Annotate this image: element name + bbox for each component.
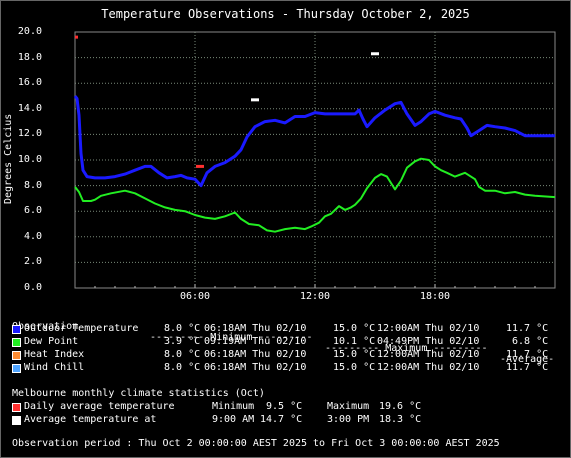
max-value: 15.0 °C bbox=[333, 349, 376, 360]
stats-header: Observation --------- Minimum --------- … bbox=[12, 310, 554, 365]
max-value: 15.0 °C bbox=[333, 323, 376, 334]
y-tick-label: 2.0 bbox=[23, 256, 42, 268]
observation-period: Observation period : Thu Oct 2 00:00:00 … bbox=[12, 438, 500, 449]
legend-label: Wind Chill bbox=[24, 362, 85, 373]
y-tick-label: 4.0 bbox=[23, 230, 42, 242]
climate-marker bbox=[371, 52, 379, 56]
y-tick-label: 20.0 bbox=[17, 26, 42, 37]
min-time: 06:18AM Thu 02/10 bbox=[204, 349, 307, 360]
climate-marker bbox=[75, 35, 78, 39]
y-tick-label: 16.0 bbox=[17, 77, 42, 89]
avg-value: 6.8 °C bbox=[506, 336, 549, 347]
legend-label: Outdoor Temperature bbox=[24, 323, 139, 334]
max-time: 04:49PM Thu 02/10 bbox=[377, 336, 480, 347]
stats-header-maximum: --------- Maximum --------- bbox=[325, 343, 488, 354]
max-time: 12:00AM Thu 02/10 bbox=[377, 362, 480, 373]
min-value: 8.0 °C bbox=[158, 323, 201, 334]
y-tick-label: 14.0 bbox=[17, 102, 42, 114]
avg-value: 11.7 °C bbox=[506, 323, 549, 334]
max-value: 10.1 °C bbox=[333, 336, 376, 347]
x-tick-label: 12:00 bbox=[299, 291, 331, 302]
min-value: 3.9 °C bbox=[158, 336, 201, 347]
climate-marker bbox=[196, 164, 204, 168]
stats-header-observation: Observation bbox=[12, 321, 79, 332]
climate-col-2: 14.7 °C bbox=[260, 414, 303, 425]
max-time: 12:00AM Thu 02/10 bbox=[377, 323, 480, 334]
grid-lines bbox=[75, 32, 555, 288]
climate-col-3: Maximum bbox=[327, 401, 370, 412]
y-tick-label: 10.0 bbox=[17, 154, 42, 165]
chart-title: Temperature Observations - Thursday Octo… bbox=[101, 7, 470, 21]
x-tick-label: 06:00 bbox=[179, 291, 211, 302]
stats-header-minimum: --------- Minimum --------- bbox=[150, 332, 313, 343]
y-tick-label: 18.0 bbox=[17, 51, 42, 63]
series-line bbox=[74, 157, 556, 233]
avg-value: 11.7 °C bbox=[506, 362, 549, 373]
legend-label: Dew Point bbox=[24, 336, 79, 347]
legend-swatch bbox=[12, 364, 21, 373]
min-time: 09:19AM Thu 02/10 bbox=[204, 336, 307, 347]
max-value: 15.0 °C bbox=[333, 362, 376, 373]
legend-swatch bbox=[12, 325, 21, 334]
climate-label: Average temperature at bbox=[24, 414, 157, 425]
legend-swatch bbox=[12, 338, 21, 347]
y-tick-label: 0.0 bbox=[23, 282, 42, 293]
climate-col-4: 19.6 °C bbox=[379, 401, 422, 412]
min-value: 8.0 °C bbox=[158, 362, 201, 373]
x-tick-label: 18:00 bbox=[419, 291, 451, 302]
climate-markers bbox=[75, 35, 379, 168]
y-tick-label: 12.0 bbox=[17, 128, 42, 140]
series-lines bbox=[73, 95, 556, 233]
climate-marker bbox=[251, 98, 259, 102]
legend-label: Heat Index bbox=[24, 349, 85, 360]
y-tick-label: 6.0 bbox=[23, 205, 42, 217]
y-tick-label: 8.0 bbox=[23, 179, 42, 191]
climate-label: Daily average temperature bbox=[24, 401, 175, 412]
min-value: 8.0 °C bbox=[158, 349, 201, 360]
min-time: 06:18AM Thu 02/10 bbox=[204, 323, 307, 334]
climate-col-1: Minimum bbox=[212, 401, 255, 412]
max-time: 12:00AM Thu 02/10 bbox=[377, 349, 480, 360]
climate-heading: Melbourne monthly climate statistics (Oc… bbox=[12, 388, 265, 399]
stats-header-average: -Average- bbox=[500, 354, 555, 365]
series-line bbox=[73, 95, 555, 188]
climate-col-3: 3:00 PM bbox=[327, 414, 370, 425]
avg-value: 11.7 °C bbox=[506, 349, 549, 360]
climate-col-2: 9.5 °C bbox=[260, 401, 303, 412]
legend-swatch bbox=[12, 416, 21, 425]
min-time: 06:18AM Thu 02/10 bbox=[204, 362, 307, 373]
legend-swatch bbox=[12, 403, 21, 412]
climate-col-1: 9:00 AM bbox=[212, 414, 255, 425]
climate-col-4: 18.3 °C bbox=[379, 414, 422, 425]
legend-swatch bbox=[12, 351, 21, 360]
